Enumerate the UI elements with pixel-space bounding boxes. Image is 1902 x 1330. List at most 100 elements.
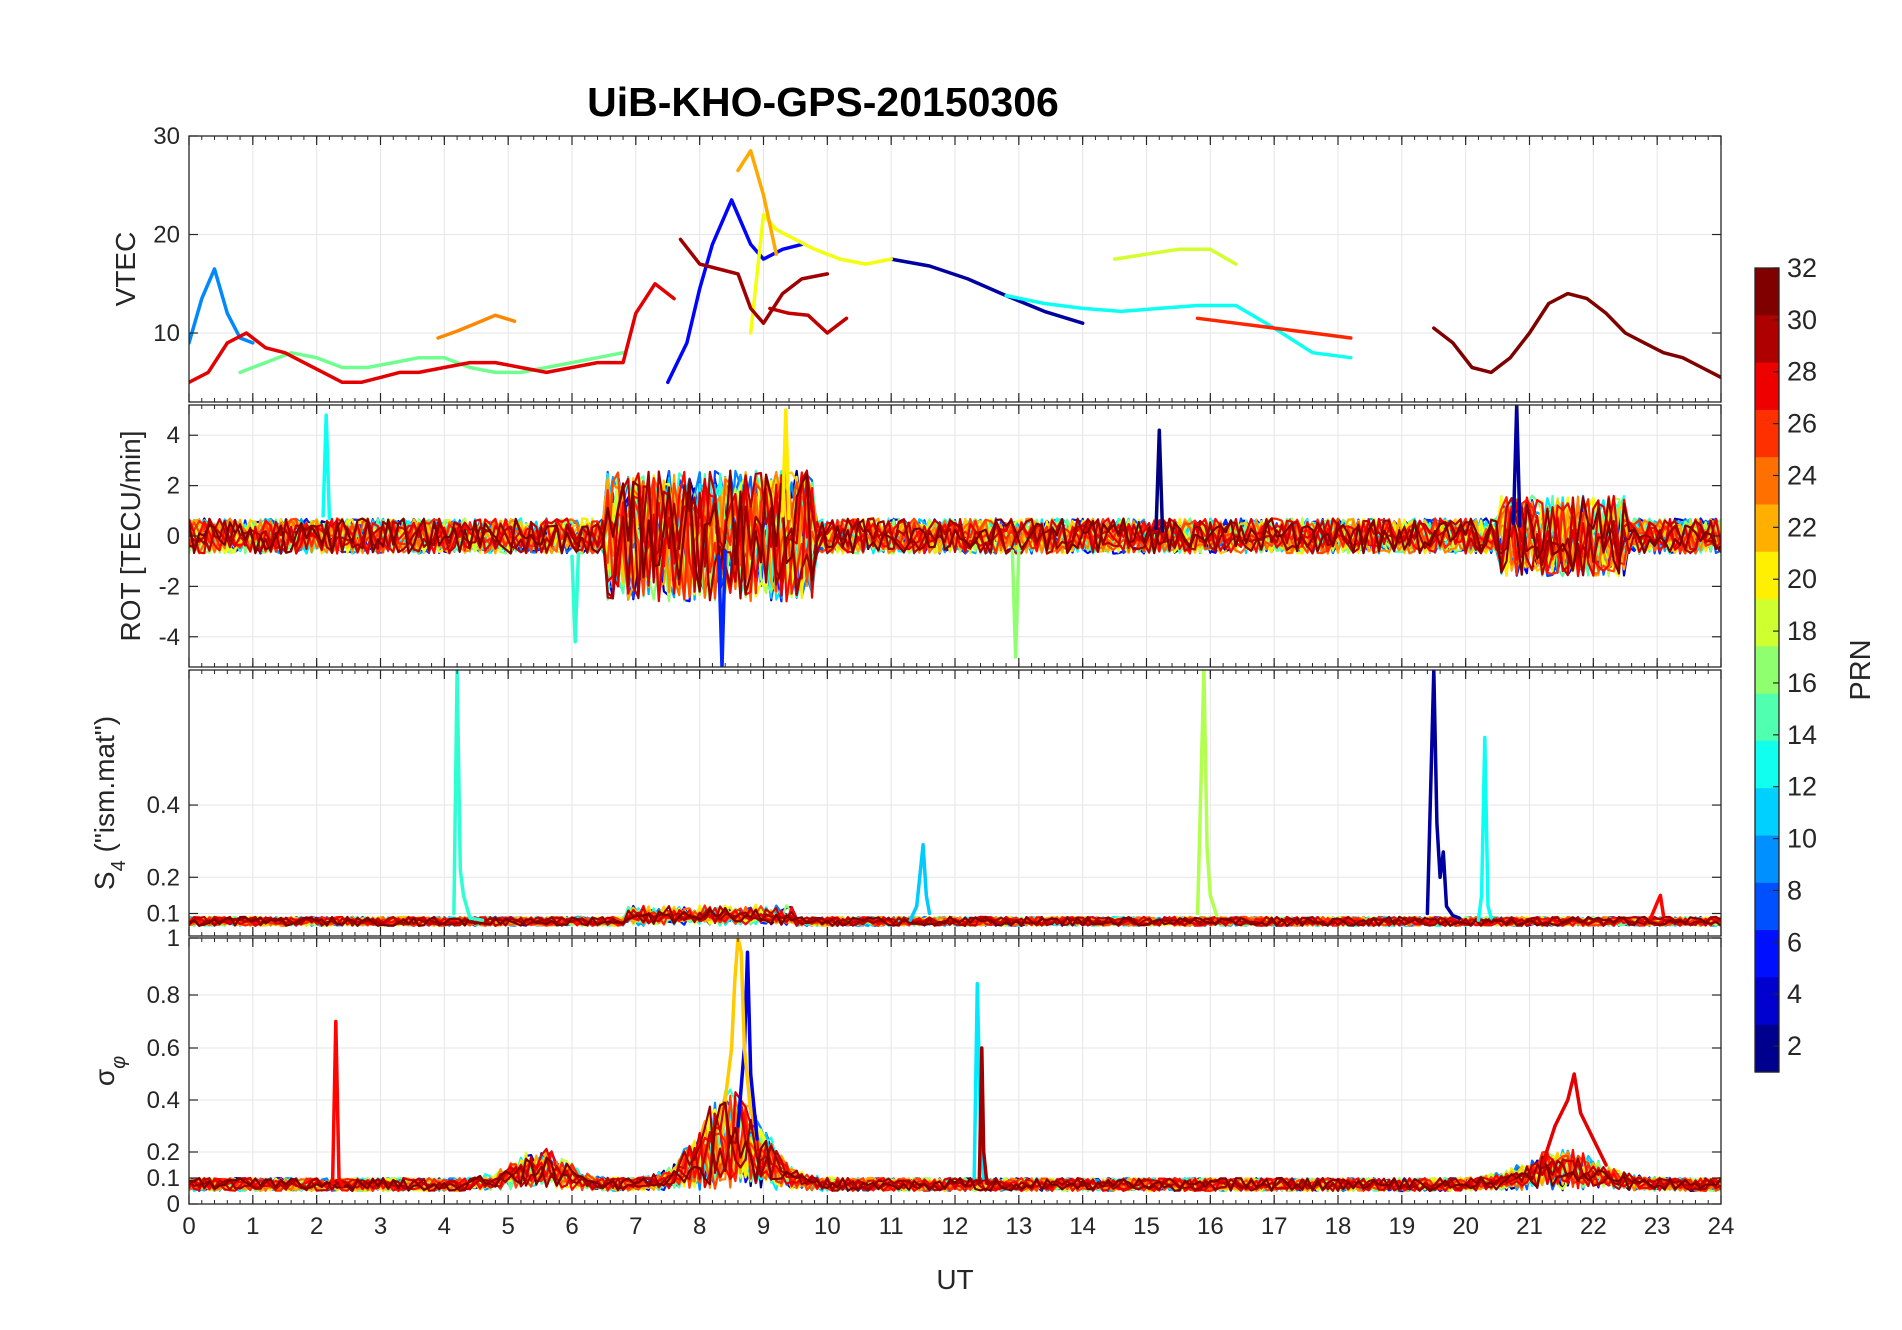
colorbar-tick-label: 4 (1787, 979, 1802, 1009)
vtec-series-group (189, 149, 1721, 385)
x-tick-label: 6 (565, 1213, 578, 1240)
y-tick-label: 20 (153, 222, 180, 249)
y-tick-label: 0.6 (147, 1035, 180, 1062)
y-tick-label: 2 (167, 473, 180, 500)
colorbar-tick-label: 8 (1787, 875, 1802, 905)
s4-series-prn-13 (1476, 735, 1493, 922)
y-tick-label: 1 (167, 925, 180, 952)
x-tick-label: 17 (1261, 1213, 1288, 1240)
vtec-ticks: 10 20 30 (153, 123, 1722, 402)
colorbar-tick-label: 30 (1787, 305, 1817, 335)
colorbar-segment (1755, 835, 1779, 884)
vtec-series-prn-19 (1112, 247, 1238, 266)
x-tick-label: 14 (1069, 1213, 1096, 1240)
colorbar-segment (1755, 504, 1779, 553)
colorbar-segment (1755, 693, 1779, 742)
x-tick-label: 21 (1516, 1213, 1543, 1240)
colorbar-tick-label: 22 (1787, 512, 1817, 542)
rot-panel: -4 -2 0 2 4 ROT [TECU/min] (115, 404, 1722, 668)
y-tick-label: 0.4 (147, 792, 180, 819)
y-tick-label: 0 (167, 523, 180, 550)
vtec-series-prn-20 (748, 213, 893, 335)
y-tick-label: 0.8 (147, 982, 180, 1009)
colorbar-tick-label: 16 (1787, 668, 1817, 698)
y-tick-label: 30 (153, 123, 180, 150)
x-tick-label: 1 (246, 1213, 259, 1240)
background-trace-prn-30 (189, 469, 1721, 600)
colorbar-segment (1755, 409, 1779, 458)
sigma_phi-series-prn-31 (977, 1046, 989, 1185)
sigma-phi-ylabel: σφ (89, 1056, 130, 1086)
rot-series-prn-17 (1010, 546, 1021, 659)
colorbar-segment (1755, 788, 1779, 837)
colorbar-segment (1755, 551, 1779, 600)
colorbar-tick-label: 20 (1787, 564, 1817, 594)
x-tick-label: 4 (438, 1213, 451, 1240)
x-tick-label: 8 (693, 1213, 706, 1240)
x-tick-label: 10 (814, 1213, 841, 1240)
rot-series-prn-13 (321, 413, 332, 521)
s4-ylabel: S4 ("ism.mat") (89, 716, 130, 890)
y-tick-label: 0 (167, 1191, 180, 1218)
sigma-phi-ticks: 00.10.2 0.4 0.6 0.8 1 (147, 925, 1722, 1218)
x-tick-label: 0 (182, 1213, 195, 1240)
x-tick-label: 2 (310, 1213, 323, 1240)
y-tick-label: -4 (159, 624, 180, 651)
colorbar-tick-label: 26 (1787, 409, 1817, 439)
x-tick-label: 9 (757, 1213, 770, 1240)
s4-series-prn-11 (908, 843, 932, 922)
colorbar-segment (1755, 362, 1779, 411)
s4-series-prn-18 (1195, 670, 1219, 918)
s4-panel: 0.1 0.2 0.4 S4 ("ism.mat") (89, 669, 1722, 937)
vtec-series-prn-16 (238, 350, 625, 375)
rot-series-prn-21 (780, 408, 791, 521)
y-tick-label: 0.1 (147, 1165, 180, 1192)
vtec-ylabel: VTEC (110, 232, 141, 307)
colorbar-tick-label: 12 (1787, 772, 1817, 802)
x-tick-label: 23 (1644, 1213, 1671, 1240)
rot-ylabel: ROT [TECU/min] (115, 430, 146, 641)
rot-series-prn-6 (717, 549, 727, 667)
colorbar-segment (1755, 930, 1779, 979)
colorbar-tick-label: 2 (1787, 1031, 1802, 1061)
x-tick-label: 15 (1133, 1213, 1160, 1240)
rot-ticks: -4 -2 0 2 4 (159, 405, 1722, 667)
vtec-series-prn-30 (768, 306, 849, 335)
rot-series-prn-1 (1154, 428, 1165, 533)
s4-series-prn-28 (1649, 893, 1666, 920)
vtec-series-prn-29 (189, 282, 676, 385)
colorbar-tick-label: 28 (1787, 357, 1817, 387)
x-tick-label: 18 (1325, 1213, 1352, 1240)
s4-series-group (189, 670, 1721, 927)
y-tick-label: 4 (167, 422, 180, 449)
sigma_phi-series-prn-4 (736, 950, 759, 1141)
background-trace-prn-32 (189, 1101, 1721, 1192)
background-trace-prn-32 (189, 906, 1721, 927)
colorbar-tick-label: 32 (1787, 253, 1817, 283)
sigma_phi-series-prn-29 (1540, 1072, 1608, 1167)
colorbar-gradient (1755, 268, 1779, 1073)
colorbar-segment (1755, 646, 1779, 695)
rot-series-prn-2 (1511, 405, 1522, 528)
x-tick-labels: 0 1 2 3 4 5 6 7 8 9 10 11 12 13 14 15 16 17 18 19 20 21 22 23 24 (182, 1213, 1734, 1240)
rot-series-prn-14 (570, 551, 581, 644)
vtec-series-prn-13 (1004, 293, 1353, 360)
y-tick-label: 0.4 (147, 1087, 180, 1114)
vtec-series-prn-32 (1432, 291, 1721, 380)
x-tick-label: 24 (1708, 1213, 1735, 1240)
s4-series-prn-14 (452, 670, 485, 922)
x-tick-label: 7 (629, 1213, 642, 1240)
sigma_phi-series-prn-28 (330, 1019, 344, 1188)
x-tick-label: 11 (879, 1213, 904, 1240)
vtec-series-prn-27 (1195, 316, 1353, 340)
colorbar-tick-label: 18 (1787, 616, 1817, 646)
x-tick-label: 12 (942, 1213, 969, 1240)
colorbar-segment (1755, 457, 1779, 506)
colorbar-segment (1755, 315, 1779, 364)
colorbar-segment (1755, 740, 1779, 789)
background-trace-prn-32 (189, 469, 1721, 595)
colorbar-segment (1755, 977, 1779, 1026)
